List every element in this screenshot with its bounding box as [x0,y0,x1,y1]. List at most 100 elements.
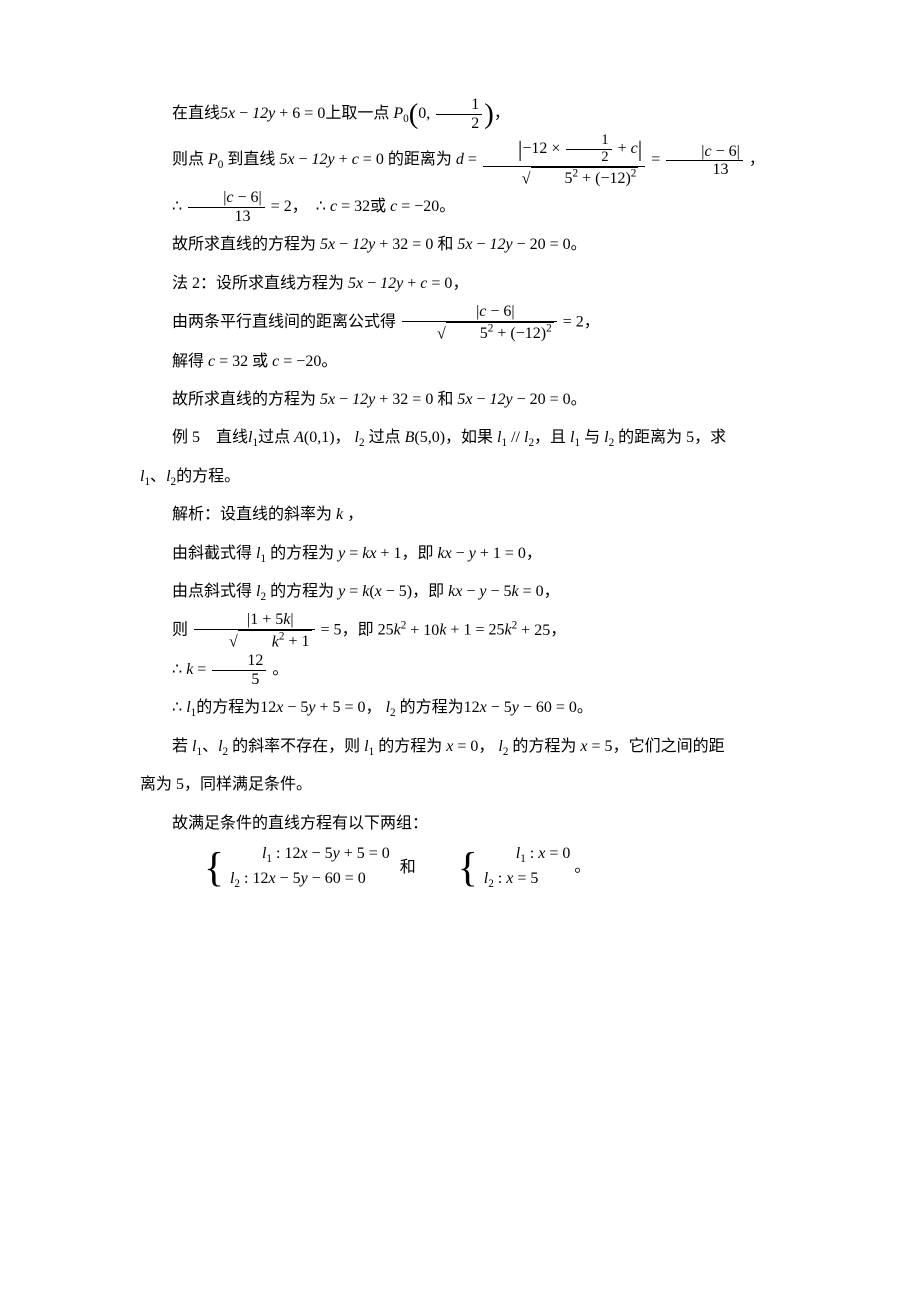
equation: 12x − 5y − 60 = 0 [464,699,577,716]
text: 故所求直线的方程为 [172,236,316,253]
text: 。 [577,699,593,716]
text: 或 [370,198,386,215]
system-1: l1 : 12x − 5y + 5 = 0 l2 : 12x − 5y − 60… [230,843,390,893]
text: 的方程为 [270,583,334,600]
text: 过点 [369,429,401,446]
numerator: |−12 × 12 + c| [483,133,645,167]
var-l1: l1 [360,738,378,755]
denominator: 13 [188,208,265,226]
line-2: 则点 P0 到直线 5x − 12y + c = 0 的距离为 d = |−12… [140,133,780,188]
line-4: 故所求直线的方程为 5x − 12y + 32 = 0 和 5x − 12y −… [140,226,780,264]
line-9: 例 5 直线l1过点 A(0,1)， l2 过点 B(5,0)，如果 l1 //… [140,419,780,457]
denominator: √52 + (−12)2 [483,167,645,188]
therefore-symbol: ∴ [312,198,330,215]
text: 解得 [172,353,204,370]
text: ，即 [342,622,374,639]
parallel: l1 // l2 [493,429,534,446]
var-l2: l2 [166,468,176,485]
therefore-symbol: ∴ [172,661,186,678]
line-13: 由点斜式得 l2 的方程为 y = k(x − 5)，即 kx − y − 5k… [140,573,780,611]
numerator: 1 [436,96,482,115]
text: 由两条平行直线间的距离公式得 [172,314,396,331]
equation: 5x − 12y + 32 = 0 [316,391,437,408]
therefore-symbol: ∴ [172,699,186,716]
equation: 5x − 12y + c = 0 [344,275,452,292]
equation: 5x − 12y − 20 = 0 [453,391,570,408]
text: ， [335,429,351,446]
equation: x = 5 [576,738,612,755]
brace-icon: { [172,851,224,884]
text: ， [478,738,494,755]
var-l1: l1 [140,468,150,485]
equation: y = k(x − 5) [334,583,412,600]
text: ， [347,506,363,523]
equation: y = kx + 1 [334,545,401,562]
text: 和 [437,236,453,253]
point-P0: P0 [204,151,227,168]
therefore-symbol: ∴ [172,198,186,215]
line-20: { l1 : 12x − 5y + 5 = 0 l2 : 12x − 5y − … [140,843,780,893]
var-d: d [456,151,464,168]
numerator: 12 [212,652,266,671]
text: 故所求直线的方程为 [172,391,316,408]
text: 法 2：设所求直线方程为 [172,275,344,292]
text: ， [292,198,308,215]
equation: c = 32 [330,198,370,215]
lparen: ( [409,98,419,130]
system-2: l1 : x = 0 l2 : x = 5 [484,843,571,893]
line-11: 解析：设直线的斜率为 k ， [140,496,780,534]
var-l1: l1 [252,545,270,562]
point-A: A(0,1) [290,429,334,446]
denominator: √52 + (−12)2 [402,322,557,343]
text: 。 [439,198,455,215]
line-19: 故满足条件的直线方程有以下两组： [140,805,780,843]
text: 到直线 [227,151,275,168]
equation: 5x − 12y + 6 = 0 [220,105,325,122]
text: 则点 [172,151,204,168]
text: ， [550,622,566,639]
text: 的方程为 [512,738,576,755]
equation: c = −20 [386,198,439,215]
line-16: ∴ l1的方程为12x − 5y + 5 = 0， l2 的方程为12x − 5… [140,689,780,727]
var-l2: l2 [218,738,232,755]
coord: 0, [418,105,434,122]
equation: 25k2 + 10k + 1 = 25k2 + 25 [374,622,551,639]
line-14: 则 |1 + 5k| √k2 + 1 = 5，即 25k2 + 10k + 1 … [140,611,780,651]
text: 的方程。 [176,468,240,485]
text: 与 [584,429,600,446]
fraction-d2: |c − 6| 13 [666,143,743,179]
text: 在直线 [172,105,220,122]
line-10: l1、l2的方程。 [140,458,780,496]
line-1: 在直线5x − 12y + 6 = 0上取一点 P0(0, 12)， [140,95,780,133]
text: 解析：设直线的斜率为 [172,506,332,523]
text: 和 [437,391,453,408]
line-18: 离为 5，同样满足条件。 [140,766,780,804]
equals: = [193,661,210,678]
fraction-d1: |−12 × 12 + c| √52 + (−12)2 [483,133,645,188]
text: 上取一点 [325,105,389,122]
denominator: √k2 + 1 [194,630,315,651]
point-P0: P0 [393,105,408,122]
text: 、 [150,468,166,485]
fraction-12-5: 12 5 [212,652,266,688]
numerator: |1 + 5k| [194,611,315,630]
text: 则 [172,622,188,639]
text: 。 [571,236,587,253]
text: ， [494,105,510,122]
text: ，如果 [445,429,493,446]
var-l1: l1 [188,738,202,755]
line-8: 故所求直线的方程为 5x − 12y + 32 = 0 和 5x − 12y −… [140,381,780,419]
text: 由斜截式得 [172,545,252,562]
line-3: ∴ |c − 6| 13 = 2， ∴ c = 32或 c = −20。 [140,188,780,226]
numerator: |c − 6| [666,143,743,162]
text: 或 [252,353,268,370]
line-15: ∴ k = 12 5 。 [140,651,780,689]
var-l2: l2 [351,429,369,446]
var-l1: l1 [248,429,258,446]
var-l1: l1 [566,429,584,446]
numerator: |c − 6| [402,303,557,322]
text: ，它们之间的距 [613,738,725,755]
text: ， [526,545,542,562]
text: 和 [400,859,416,876]
line-17: 若 l1、l2 的斜率不存在，则 l1 的方程为 x = 0， l2 的方程为 … [140,728,780,766]
